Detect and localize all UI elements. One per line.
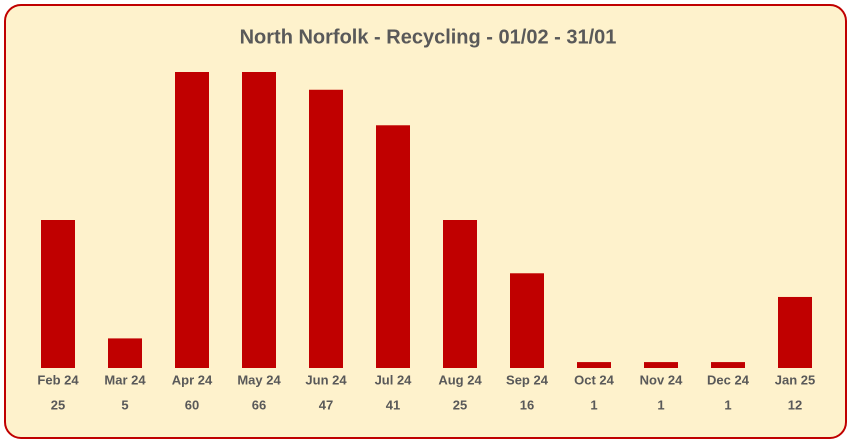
data-label: 41 [386, 397, 400, 412]
chart-title: North Norfolk - Recycling - 01/02 - 31/0… [240, 26, 617, 48]
chart-frame [4, 4, 847, 439]
bar [644, 362, 678, 368]
x-tick-label: Aug 24 [438, 372, 482, 387]
x-tick-label: Dec 24 [707, 372, 750, 387]
bar [108, 338, 142, 368]
bar [41, 220, 75, 368]
x-tick-label: Mar 24 [104, 372, 146, 387]
data-label: 1 [657, 397, 664, 412]
bar [242, 72, 276, 368]
bar [175, 72, 209, 368]
x-tick-label: Apr 24 [172, 372, 213, 387]
x-tick-label: May 24 [237, 372, 281, 387]
x-tick-label: Oct 24 [574, 372, 615, 387]
bar [443, 220, 477, 368]
data-label: 1 [590, 397, 597, 412]
data-label: 1 [724, 397, 731, 412]
data-label: 25 [453, 397, 467, 412]
data-label: 5 [121, 397, 128, 412]
x-tick-label: Jun 24 [305, 372, 347, 387]
x-tick-label: Feb 24 [37, 372, 79, 387]
x-tick-label: Jan 25 [775, 372, 815, 387]
data-label: 47 [319, 397, 333, 412]
bar [778, 296, 812, 368]
bar [376, 125, 410, 368]
data-label: 16 [520, 397, 534, 412]
plot-area [41, 72, 812, 368]
bar [711, 362, 745, 368]
bar [309, 89, 343, 368]
data-label: 66 [252, 397, 266, 412]
bar [510, 273, 544, 368]
x-tick-label: Jul 24 [375, 372, 413, 387]
data-label: 60 [185, 397, 199, 412]
bar [577, 362, 611, 368]
x-tick-label: Nov 24 [640, 372, 683, 387]
data-label: 12 [788, 397, 802, 412]
data-label: 25 [51, 397, 65, 412]
x-tick-label: Sep 24 [506, 372, 549, 387]
